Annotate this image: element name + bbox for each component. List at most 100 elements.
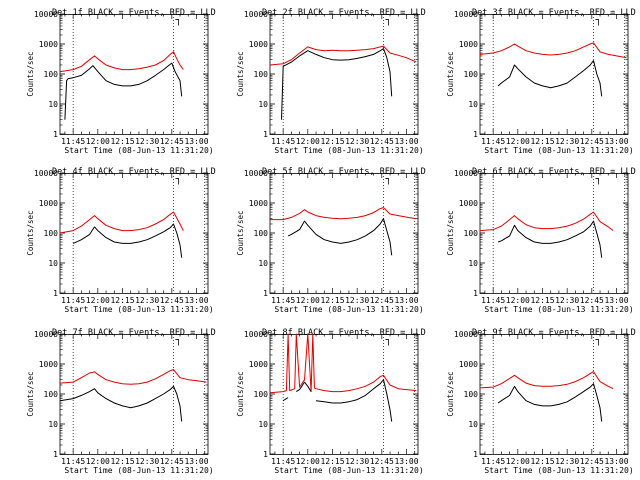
y-tick-label: 100 <box>254 229 269 238</box>
corner-marker: ┐ <box>385 15 391 26</box>
x-tick-label: 12:30 <box>345 137 369 146</box>
x-tick-label: 11:45 <box>271 457 295 466</box>
x-axis-label: Start Time (08-Jun-13 11:31:20) <box>64 305 213 314</box>
x-tick-label: 12:45 <box>370 457 394 466</box>
y-tick-label: 10 <box>468 100 478 109</box>
axes-frame <box>59 334 209 455</box>
x-tick-label: 12:45 <box>580 296 604 305</box>
y-tick-label: 1 <box>473 450 478 459</box>
series-line-events <box>72 223 183 258</box>
x-tick-label: 12:00 <box>86 137 110 146</box>
y-tick-label: 1 <box>473 130 478 139</box>
axes-frame <box>59 14 209 135</box>
chart-title: Det 9f BLACK = Events, RED = LLD <box>472 328 636 338</box>
x-tick-label: 13:00 <box>394 296 418 305</box>
corner-marker: ┐ <box>595 335 601 346</box>
x-tick-label: 12:00 <box>506 457 530 466</box>
x-tick-label: 12:30 <box>555 296 579 305</box>
series-line-lld <box>59 211 184 234</box>
axes-frame <box>479 334 629 455</box>
y-tick-label: 10000 <box>34 10 58 19</box>
x-tick-label: 11:45 <box>61 296 85 305</box>
corner-marker: ┐ <box>385 174 391 185</box>
axes-frame <box>269 173 419 294</box>
x-tick-label: 12:45 <box>160 296 184 305</box>
panel-det-4f: Det 4f BLACK = Events, RED = LLD┐ 1 10 100 1… <box>26 167 216 314</box>
x-tick-label: 12:00 <box>86 457 110 466</box>
y-axis-label: Counts/sec <box>446 51 455 96</box>
chart-title: Det 4f BLACK = Events, RED = LLD <box>52 167 216 177</box>
x-tick-label: 12:30 <box>135 137 159 146</box>
x-axis-label: Start Time (08-Jun-13 11:31:20) <box>484 305 633 314</box>
y-axis-label: Counts/sec <box>26 371 35 416</box>
x-tick-label: 12:15 <box>530 296 554 305</box>
x-tick-label: 12:45 <box>370 296 394 305</box>
x-tick-label: 12:15 <box>320 137 344 146</box>
y-tick-label: 10 <box>258 100 268 109</box>
axes-frame <box>269 14 419 135</box>
series-line-lld <box>59 51 184 73</box>
x-tick-label: 12:00 <box>296 296 320 305</box>
x-tick-label: 13:00 <box>184 137 208 146</box>
x-tick-label: 12:45 <box>370 137 394 146</box>
x-tick-label: 11:45 <box>271 137 295 146</box>
y-tick-label: 1000 <box>249 199 268 208</box>
series-line-lld <box>269 333 417 394</box>
corner-marker: ┐ <box>595 174 601 185</box>
x-tick-label: 12:45 <box>580 137 604 146</box>
axes-frame <box>59 173 209 294</box>
x-tick-label: 11:45 <box>481 457 505 466</box>
x-tick-label: 13:00 <box>604 296 628 305</box>
panel-det-7f: Det 7f BLACK = Events, RED = LLD┐ 1 10 100 1… <box>26 328 216 475</box>
x-tick-label: 13:00 <box>394 457 418 466</box>
y-tick-label: 10000 <box>34 169 58 178</box>
y-tick-label: 10000 <box>244 330 268 339</box>
corner-marker: ┐ <box>595 15 601 26</box>
chart-title: Det 8f BLACK = Events, RED = LLD <box>262 328 426 338</box>
x-axis-label: Start Time (08-Jun-13 11:31:20) <box>64 146 213 155</box>
x-axis-label: Start Time (08-Jun-13 11:31:20) <box>274 305 423 314</box>
y-tick-label: 10000 <box>244 169 268 178</box>
y-axis-label: Counts/sec <box>446 371 455 416</box>
y-tick-label: 10 <box>258 259 268 268</box>
x-tick-label: 12:15 <box>110 457 134 466</box>
y-tick-label: 10 <box>468 420 478 429</box>
x-tick-label: 12:15 <box>530 457 554 466</box>
y-tick-label: 10000 <box>454 169 478 178</box>
x-tick-label: 12:00 <box>506 137 530 146</box>
corner-marker: ┐ <box>175 174 181 185</box>
y-axis-label: Counts/sec <box>236 371 245 416</box>
y-tick-label: 100 <box>464 229 479 238</box>
x-tick-label: 12:15 <box>320 457 344 466</box>
y-tick-label: 100 <box>254 390 269 399</box>
series-line-events <box>497 383 603 422</box>
x-tick-label: 11:45 <box>61 457 85 466</box>
y-tick-label: 1 <box>473 289 478 298</box>
y-tick-label: 1 <box>263 450 268 459</box>
panel-det-3f: Det 3f BLACK = Events, RED = LLD┐ 1 10 100 1… <box>446 8 636 155</box>
series-line-events <box>59 385 183 422</box>
y-tick-label: 1000 <box>459 40 478 49</box>
y-axis-label: Counts/sec <box>236 51 245 96</box>
series-line-lld <box>270 207 417 221</box>
x-tick-label: 11:45 <box>271 296 295 305</box>
axes-frame <box>479 173 629 294</box>
chart-title: Det 2f BLACK = Events, RED = LLD <box>262 8 426 18</box>
x-axis-label: Start Time (08-Jun-13 11:31:20) <box>64 466 213 475</box>
chart-title: Det 6f BLACK = Events, RED = LLD <box>472 167 636 177</box>
corner-marker: ┐ <box>175 15 181 26</box>
panel-det-5f: Det 5f BLACK = Events, RED = LLD┐ 1 10 100 1… <box>236 167 426 314</box>
y-tick-label: 1000 <box>249 360 268 369</box>
panel-det-6f: Det 6f BLACK = Events, RED = LLD┐ 1 10 100 1… <box>446 167 636 314</box>
y-tick-label: 10000 <box>34 330 58 339</box>
series-line-events <box>281 48 393 120</box>
y-tick-label: 1000 <box>459 360 478 369</box>
y-tick-label: 10 <box>48 420 58 429</box>
chart-title: Det 5f BLACK = Events, RED = LLD <box>262 167 426 177</box>
series-line-events <box>287 218 393 256</box>
y-tick-label: 100 <box>44 70 59 79</box>
y-tick-label: 10 <box>48 259 58 268</box>
x-tick-label: 12:30 <box>135 457 159 466</box>
x-tick-label: 13:00 <box>604 137 628 146</box>
y-tick-label: 1 <box>53 450 58 459</box>
